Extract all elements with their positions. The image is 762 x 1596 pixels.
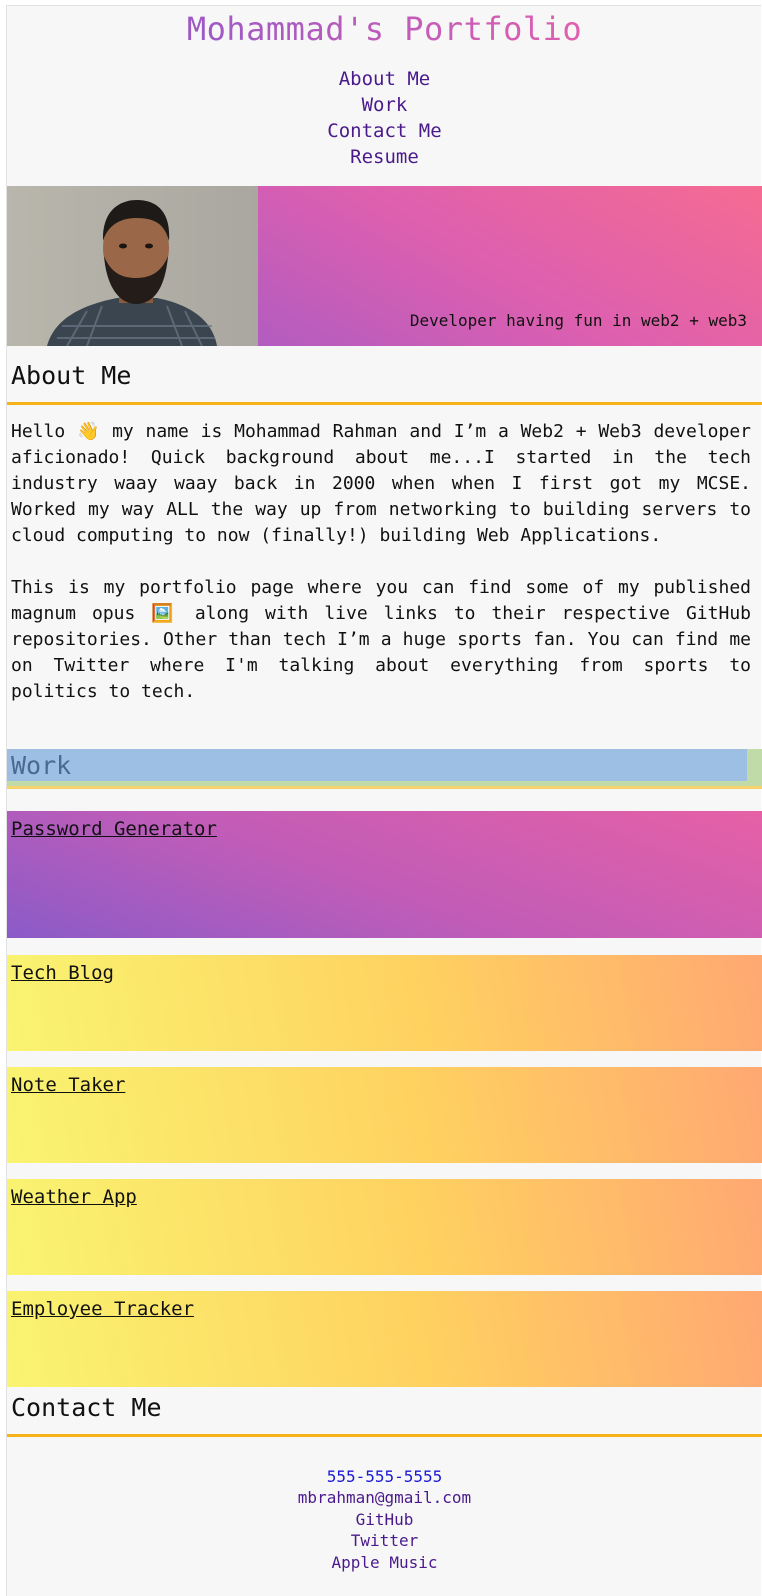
nav-link-work[interactable]: Work	[361, 94, 408, 116]
nav-link-contact[interactable]: Contact Me	[327, 120, 442, 142]
hero-banner: Developer having fun in web2 + web3	[258, 186, 762, 346]
project-title: Employee Tracker	[11, 1298, 195, 1320]
about-text: Hello 👋 my name is Mohammad Rahman and I…	[11, 419, 751, 731]
project-card-employee-tracker[interactable]: Employee Tracker	[7, 1291, 762, 1387]
nav-link-resume[interactable]: Resume	[350, 146, 419, 168]
about-paragraph-1: Hello 👋 my name is Mohammad Rahman and I…	[11, 421, 751, 546]
profile-photo-illustration	[7, 186, 258, 346]
project-card-tech-blog[interactable]: Tech Blog	[7, 955, 762, 1051]
project-card-weather-app[interactable]: Weather App	[7, 1179, 762, 1275]
project-title: Note Taker	[11, 1074, 126, 1096]
portfolio-page: Mohammad's Portfolio About Me Work Conta…	[6, 5, 762, 1596]
project-title: Weather App	[11, 1186, 137, 1208]
work-heading-band: Work	[7, 749, 762, 789]
project-title: Password Generator	[11, 818, 217, 840]
project-card-note-taker[interactable]: Note Taker	[7, 1067, 762, 1163]
about-paragraph-2: This is my portfolio page where you can …	[11, 577, 751, 702]
phone-link[interactable]: 555-555-5555	[326, 1467, 443, 1486]
about-heading: About Me	[7, 356, 762, 405]
work-heading: Work	[7, 749, 747, 781]
contact-list: 555-555-5555 mbrahman@gmail.com GitHub T…	[7, 1466, 762, 1573]
project-card-password-generator[interactable]: Password Generator	[7, 811, 762, 938]
project-title: Tech Blog	[11, 962, 114, 984]
email-link[interactable]: mbrahman@gmail.com	[297, 1488, 472, 1508]
nav-link-about[interactable]: About Me	[338, 68, 431, 90]
contact-heading: Contact Me	[7, 1389, 762, 1437]
profile-photo	[7, 186, 258, 346]
github-link[interactable]: GitHub	[355, 1509, 414, 1529]
main-nav: About Me Work Contact Me Resume	[7, 66, 762, 170]
site-title-text: Mohammad's Portfolio	[186, 10, 583, 48]
apple-music-link[interactable]: Apple Music	[331, 1552, 438, 1572]
twitter-link[interactable]: Twitter	[350, 1531, 419, 1551]
hero-section: Developer having fun in web2 + web3	[7, 186, 762, 346]
site-title: Mohammad's Portfolio	[7, 6, 762, 56]
hero-tagline: Developer having fun in web2 + web3	[409, 311, 747, 330]
